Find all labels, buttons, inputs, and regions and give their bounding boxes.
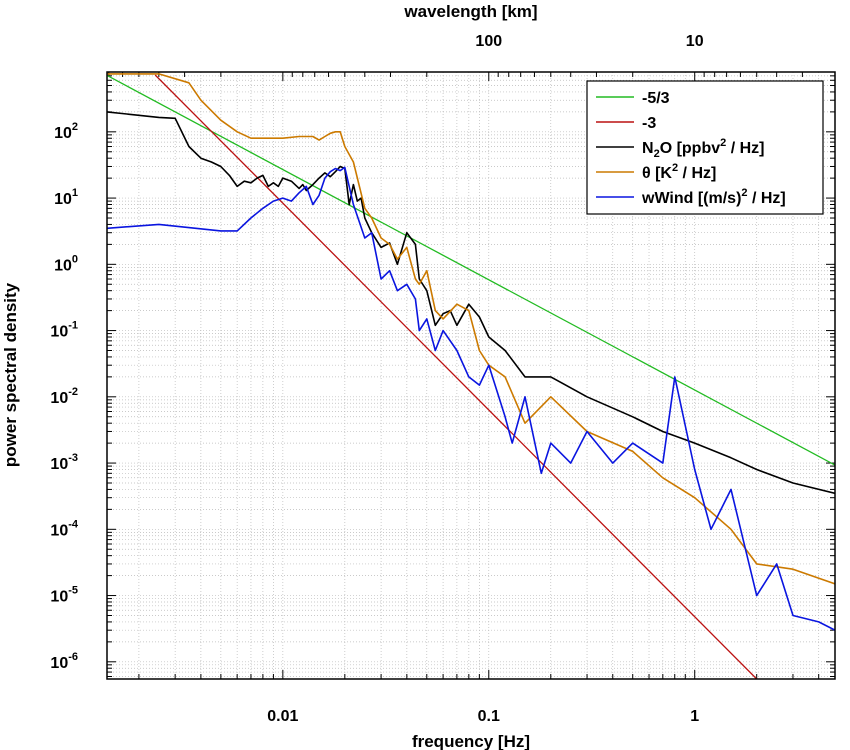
y-tick-label: 101 — [54, 187, 78, 208]
y-tick-base: 10 — [50, 390, 68, 407]
legend-label-part: 2 — [672, 162, 678, 174]
legend-label-part: 2 — [741, 187, 747, 199]
x2-tick-label: 100 — [475, 33, 502, 50]
y-tick-base: 10 — [50, 456, 68, 473]
legend-label-part: θ [K — [642, 165, 672, 182]
legend-label: wWind [(m/s)2 / Hz] — [641, 187, 786, 207]
y-tick-label: 10-3 — [50, 452, 78, 473]
y-tick-base: 10 — [50, 522, 68, 539]
y-tick-exponent: -2 — [68, 386, 78, 398]
x2-axis-title: wavelength [km] — [403, 2, 537, 21]
y-tick-base: 10 — [50, 324, 68, 341]
series-line-2 — [107, 111, 835, 495]
y-tick-exponent: -5 — [68, 585, 78, 597]
x2-tick-label: 10 — [686, 33, 704, 50]
legend-label-part: / Hz] — [678, 165, 716, 182]
series-lines — [107, 73, 835, 679]
legend-label: -5/3 — [642, 90, 670, 107]
x-tick-label: 0.01 — [267, 708, 298, 725]
y-tick-label: 102 — [54, 121, 78, 142]
y-tick-exponent: 1 — [72, 187, 78, 199]
legend-label: -3 — [642, 115, 656, 132]
y-tick-exponent: 2 — [72, 121, 78, 133]
legend-label-part: / Hz] — [726, 140, 764, 157]
y-tick-exponent: -1 — [68, 320, 78, 332]
y-tick-exponent: -3 — [68, 452, 78, 464]
y-axis-title: power spectral density — [1, 282, 20, 467]
x-tick-label: 0.1 — [478, 708, 500, 725]
y-tick-exponent: -6 — [68, 651, 78, 663]
y-tick-label: 10-2 — [50, 386, 78, 407]
series-line-3 — [107, 73, 835, 585]
legend-label-part: 2 — [720, 137, 726, 149]
y-tick-label: 10-1 — [50, 320, 78, 341]
y-tick-label: 10-4 — [50, 518, 78, 539]
y-tick-base: 10 — [54, 257, 72, 274]
legend-label-part: O [ppbv — [660, 140, 721, 157]
legend-label-part: / Hz] — [748, 190, 786, 207]
y-tick-base: 10 — [50, 589, 68, 606]
x-tick-label: 1 — [690, 708, 699, 725]
y-tick-label: 100 — [54, 253, 78, 274]
minor-ticks — [107, 71, 835, 679]
legend-label-part: 2 — [654, 148, 660, 160]
series-line-0 — [107, 74, 835, 466]
y-tick-exponent: 0 — [72, 253, 78, 265]
legend-label: N2O [ppbv2 / Hz] — [642, 137, 764, 160]
y-tick-base: 10 — [54, 125, 72, 142]
legend-label: θ [K2 / Hz] — [642, 162, 716, 182]
major-ticks — [107, 72, 835, 679]
x-tick-labels: 0.01 0.1 1 — [267, 708, 699, 725]
y-tick-base: 10 — [50, 655, 68, 672]
plot-frame — [106, 71, 836, 680]
y-tick-label: 10-6 — [50, 651, 78, 672]
series-line-1 — [154, 74, 758, 679]
series-line-4 — [107, 166, 835, 631]
legend-label-part: wWind [(m/s) — [641, 190, 741, 207]
x-axis-title: frequency [Hz] — [412, 732, 530, 750]
y-tick-exponent: -4 — [68, 518, 79, 530]
y-tick-label: 10-5 — [50, 585, 78, 606]
y-tick-base: 10 — [54, 191, 72, 208]
legend-label-part: N — [642, 140, 654, 157]
